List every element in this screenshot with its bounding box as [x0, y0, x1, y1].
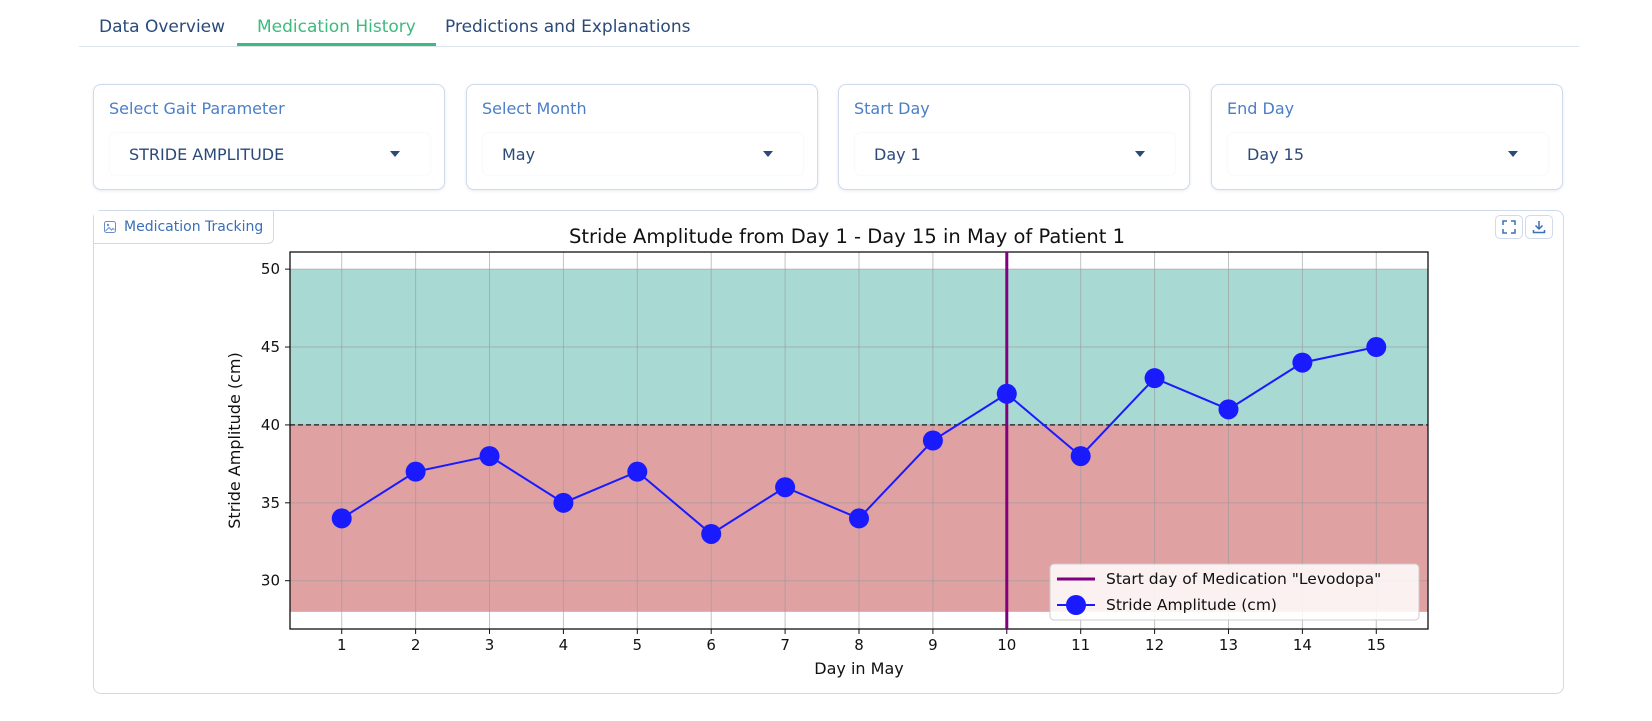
x-tick-label: 6	[706, 636, 716, 654]
panel-tag-label: Medication Tracking	[124, 219, 264, 235]
x-tick-label: 13	[1219, 636, 1238, 654]
data-point	[849, 508, 869, 529]
x-tick-label: 7	[780, 636, 790, 654]
month-value: May	[502, 145, 536, 164]
data-point	[1144, 368, 1165, 389]
end-day-value: Day 15	[1247, 145, 1305, 164]
data-point	[553, 492, 574, 513]
x-tick-label: 14	[1293, 636, 1312, 654]
tab-bar: Data Overview Medication History Predict…	[79, 0, 1579, 47]
month-label: Select Month	[482, 99, 587, 118]
y-tick-label: 30	[261, 572, 280, 590]
panel-actions	[1495, 215, 1553, 239]
data-point	[405, 461, 426, 482]
data-point	[1218, 399, 1239, 420]
x-tick-label: 5	[633, 636, 643, 654]
tab-predictions-explanations[interactable]: Predictions and Explanations	[445, 17, 691, 37]
x-tick-label: 12	[1145, 636, 1164, 654]
chevron-down-icon	[1508, 151, 1518, 157]
x-tick-label: 4	[559, 636, 569, 654]
end-day-card: End Day Day 15	[1211, 84, 1563, 190]
fullscreen-button[interactable]	[1495, 215, 1523, 239]
start-day-label: Start Day	[854, 99, 930, 118]
data-point	[331, 508, 352, 529]
download-button[interactable]	[1525, 215, 1553, 239]
data-point	[479, 446, 500, 467]
data-point	[775, 477, 796, 498]
legend-box	[1049, 563, 1420, 621]
start-day-select[interactable]: Day 1	[855, 133, 1175, 175]
data-point	[627, 461, 648, 482]
start-day-value: Day 1	[874, 145, 921, 164]
chart-title: Stride Amplitude from Day 1 - Day 15 in …	[569, 225, 1125, 248]
panel-tag: Medication Tracking	[94, 211, 275, 244]
data-point	[1070, 446, 1091, 467]
month-select[interactable]: May	[483, 133, 803, 175]
y-tick-label: 40	[261, 416, 280, 434]
y-tick-label: 35	[261, 494, 280, 512]
x-tick-label: 2	[411, 636, 421, 654]
data-point	[701, 523, 722, 544]
y-tick-label: 50	[261, 260, 280, 278]
x-tick-label: 9	[928, 636, 938, 654]
y-tick-label: 45	[261, 338, 280, 356]
y-axis-label: Stride Amplitude (cm)	[225, 352, 244, 528]
data-point	[922, 430, 943, 451]
start-day-card: Start Day Day 1	[838, 84, 1190, 190]
x-tick-label: 8	[854, 636, 864, 654]
medication-tracking-panel: 1 2 3 4 5 6 7 8 9 10 11 12 13 14 15 30 35 40 45 50 Stride Am…	[93, 210, 1564, 694]
x-tick-label: 1	[337, 636, 347, 654]
legend-series-label: Stride Amplitude (cm)	[1106, 596, 1277, 614]
x-tick-label: 3	[485, 636, 495, 654]
tab-medication-history[interactable]: Medication History	[237, 14, 436, 46]
chevron-down-icon	[390, 151, 400, 157]
data-point	[1292, 352, 1313, 373]
end-day-select[interactable]: Day 15	[1228, 133, 1548, 175]
x-tick-label: 11	[1071, 636, 1090, 654]
month-card: Select Month May	[466, 84, 818, 190]
chevron-down-icon	[1135, 151, 1145, 157]
end-day-label: End Day	[1227, 99, 1295, 118]
legend-series-swatch-marker	[1066, 595, 1086, 615]
image-icon	[104, 221, 116, 233]
gait-parameter-select[interactable]: STRIDE AMPLITUDE	[110, 133, 430, 175]
gait-parameter-label: Select Gait Parameter	[109, 99, 285, 118]
data-point	[1366, 337, 1387, 358]
fullscreen-icon	[1502, 220, 1516, 234]
x-tick-label: 10	[997, 636, 1016, 654]
gait-parameter-card: Select Gait Parameter STRIDE AMPLITUDE	[93, 84, 445, 190]
legend-medication-label: Start day of Medication "Levodopa"	[1106, 570, 1381, 588]
tab-data-overview[interactable]: Data Overview	[99, 17, 226, 37]
chevron-down-icon	[763, 151, 773, 157]
data-point	[996, 383, 1017, 404]
x-tick-label: 15	[1367, 636, 1386, 654]
x-axis-label: Day in May	[814, 659, 903, 678]
gait-parameter-value: STRIDE AMPLITUDE	[129, 145, 285, 164]
download-icon	[1532, 221, 1546, 234]
